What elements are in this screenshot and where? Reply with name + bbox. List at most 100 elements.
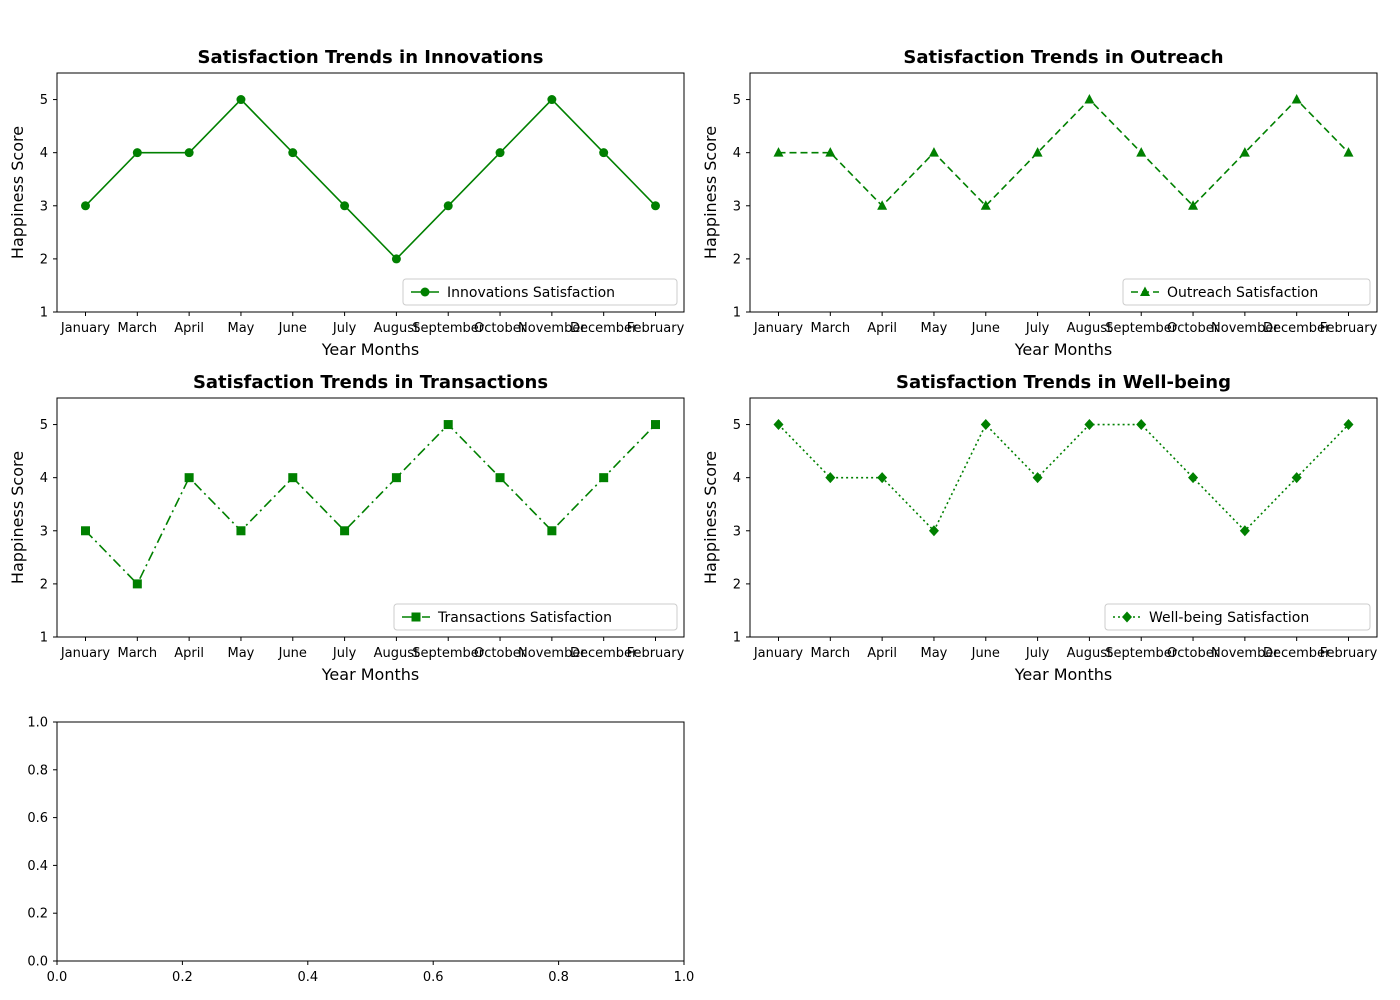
x-tick-label: October [1167, 321, 1220, 336]
y-tick-label: 2 [40, 577, 48, 592]
x-tick-label: February [627, 321, 685, 336]
legend-label: Innovations Satisfaction [447, 285, 615, 301]
y-axis-label: Happiness Score [701, 451, 720, 584]
x-tick-label: 0.2 [172, 970, 193, 985]
data-point [495, 148, 505, 158]
y-tick-label: 3 [733, 524, 741, 539]
data-point [184, 473, 194, 483]
x-tick-label: September [412, 646, 485, 661]
data-point [825, 147, 836, 157]
y-tick-label: 2 [40, 252, 48, 267]
x-tick-label: April [867, 321, 897, 336]
x-tick-label: May [228, 646, 255, 661]
data-point [547, 95, 557, 105]
data-point [391, 473, 401, 483]
x-tick-label: December [1263, 646, 1331, 661]
data-point [980, 419, 991, 431]
chart-panel-4: Satisfaction Trends in Well-being January… [701, 372, 1378, 684]
chart-title: Satisfaction Trends in Transactions [193, 372, 548, 393]
data-point [443, 201, 453, 211]
x-tick-label: July [332, 321, 357, 336]
y-tick-label: 1 [40, 306, 48, 321]
data-point [288, 473, 298, 483]
data-point [288, 148, 298, 158]
y-tick-label: 3 [40, 199, 48, 214]
x-tick-label: March [810, 321, 850, 336]
series-line [777, 423, 1350, 533]
x-tick-label: 0.4 [297, 970, 318, 985]
data-point [1032, 472, 1043, 484]
x-tick-label: 0.8 [548, 970, 569, 985]
data-point [443, 420, 453, 430]
data-point [980, 200, 991, 210]
data-point [1291, 94, 1302, 104]
data-point [1343, 147, 1354, 157]
x-tick-label: January [60, 321, 111, 336]
x-tick-label: December [570, 321, 638, 336]
data-point [877, 472, 888, 484]
y-tick-label: 1 [40, 631, 48, 646]
legend-label: Outreach Satisfaction [1167, 285, 1318, 301]
y-tick-label: 4 [40, 146, 48, 161]
x-tick-label: March [810, 646, 850, 661]
chart-panel-5: 0.0 0.2 0.4 0.6 0.8 1.0 0.0 0.2 0.4 0.6 0.8 1.0 [27, 716, 694, 986]
y-tick-label: 1.0 [27, 716, 48, 731]
x-tick-label: 0.6 [423, 970, 444, 985]
data-point [1032, 147, 1043, 157]
x-tick-label: November [1211, 646, 1279, 661]
data-point [236, 95, 246, 105]
x-tick-label: August [1067, 646, 1113, 661]
legend-box [402, 278, 678, 306]
y-tick-label: 0.6 [27, 811, 48, 826]
data-point [1136, 147, 1147, 157]
legend-label: Transactions Satisfaction [437, 610, 612, 626]
y-tick-label: 0.2 [27, 907, 48, 922]
x-tick-label: June [971, 321, 1000, 336]
x-tick-label: 1.0 [674, 970, 695, 985]
data-point [1239, 525, 1250, 537]
legend-marker-icon [420, 287, 430, 297]
x-tick-label: May [921, 321, 948, 336]
axes-frame [749, 72, 1378, 313]
y-axis-label: Happiness Score [8, 451, 27, 584]
x-tick-label: March [117, 646, 157, 661]
data-point [1188, 200, 1199, 210]
y-tick-label: 4 [733, 146, 741, 161]
x-tick-label: 0.0 [47, 970, 68, 985]
x-tick-label: April [174, 646, 204, 661]
data-point [340, 201, 350, 211]
data-point [1084, 419, 1095, 431]
x-tick-label: December [1263, 321, 1331, 336]
x-axis-label: Year Months [321, 340, 419, 359]
data-point [391, 254, 401, 264]
legend-marker-icon [1140, 286, 1150, 296]
series-line [84, 98, 657, 261]
legend-box [1104, 603, 1371, 631]
series-line [778, 98, 1350, 207]
axes-frame [56, 397, 685, 638]
axes-frame [56, 721, 685, 962]
data-point [495, 473, 505, 483]
y-tick-label: 0.0 [27, 955, 48, 970]
y-axis-label: Happiness Score [8, 126, 27, 259]
x-tick-label: April [174, 321, 204, 336]
x-tick-label: May [228, 321, 255, 336]
x-tick-label: October [474, 646, 527, 661]
x-tick-label: January [60, 646, 111, 661]
data-point [1136, 419, 1147, 431]
x-axis-label: Year Months [1014, 665, 1112, 684]
data-point [132, 579, 142, 589]
y-tick-label: 5 [40, 93, 48, 108]
data-point [547, 526, 557, 536]
legend-marker-icon [411, 612, 421, 622]
legend-label: Well-being Satisfaction [1149, 610, 1309, 626]
y-tick-label: 5 [733, 418, 741, 433]
x-tick-label: September [1105, 646, 1178, 661]
data-point [1343, 419, 1354, 431]
x-tick-label: November [518, 321, 586, 336]
y-tick-label: 4 [40, 471, 48, 486]
y-tick-label: 4 [733, 471, 741, 486]
data-point [132, 148, 142, 158]
y-tick-label: 1 [733, 306, 741, 321]
